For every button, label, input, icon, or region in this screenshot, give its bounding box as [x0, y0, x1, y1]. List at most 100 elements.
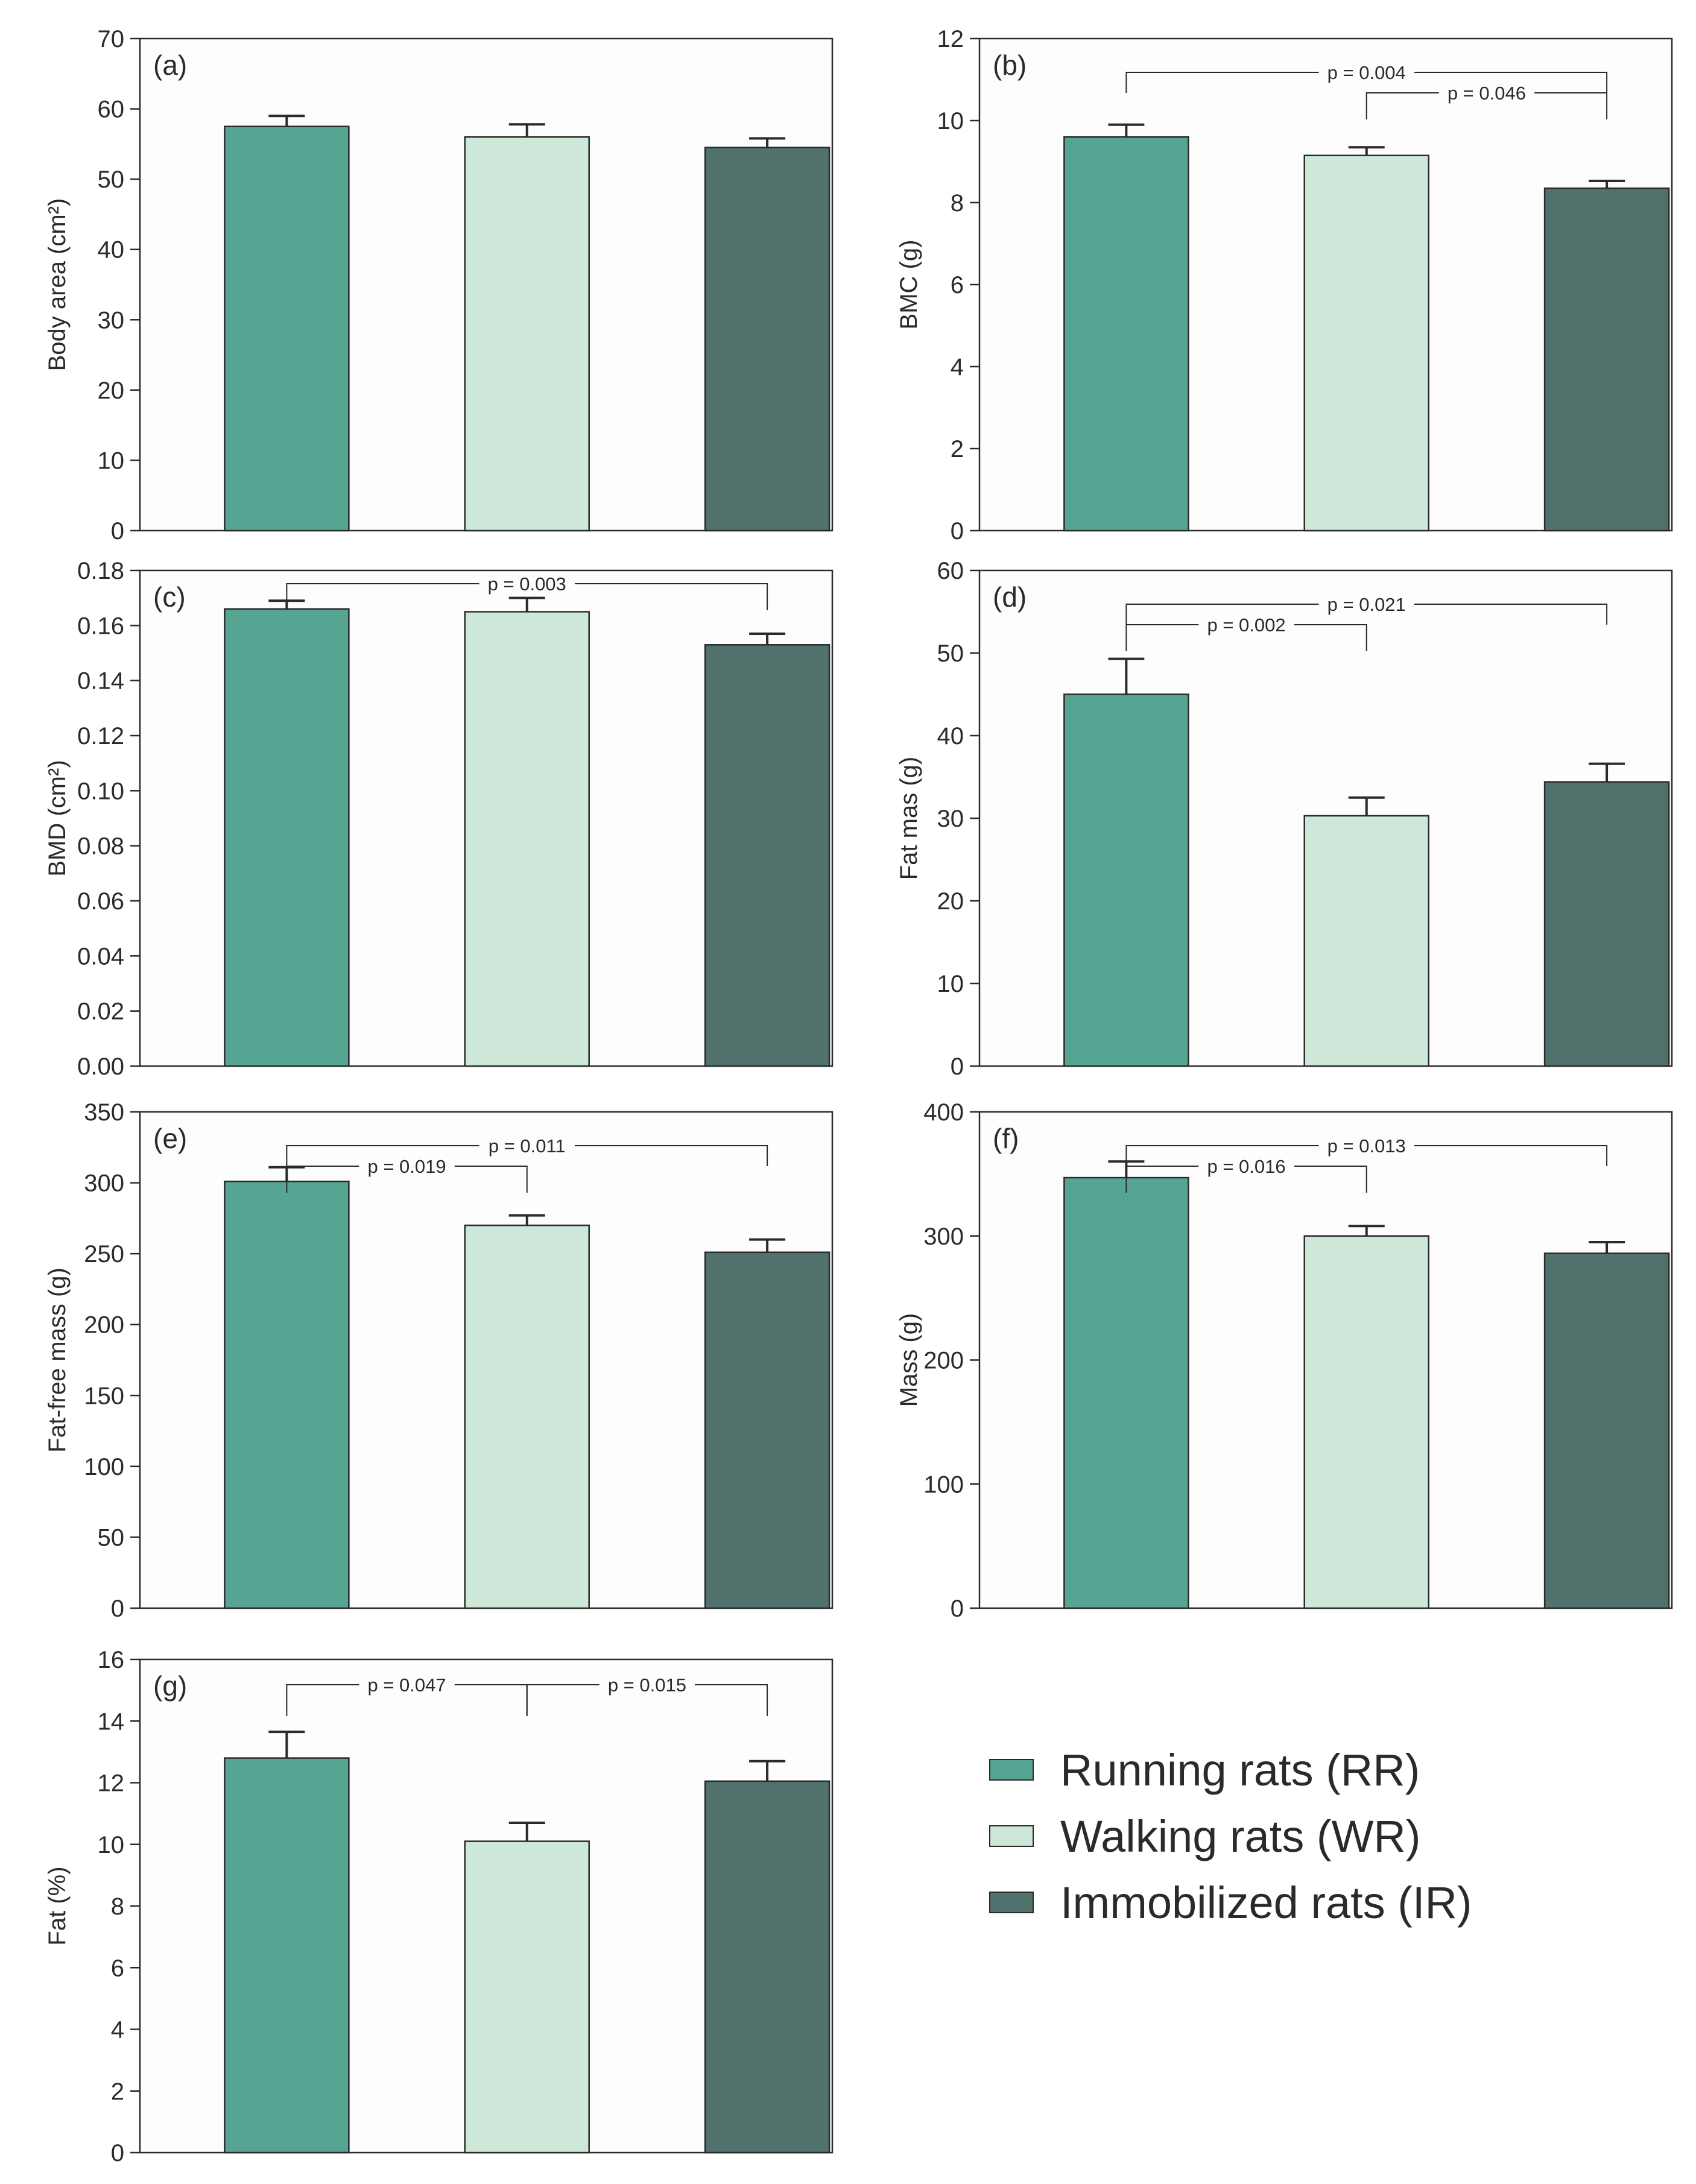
- panel-e-ytick-label: 0: [111, 1595, 124, 1622]
- panel-b-p-value: p = 0.046: [1448, 83, 1526, 104]
- panel-b-ytick-label: 6: [951, 272, 964, 298]
- panel-d-p-value: p = 0.021: [1327, 594, 1406, 615]
- panel-e-letter: (e): [153, 1123, 187, 1154]
- legend-swatch-walking: [989, 1825, 1034, 1847]
- panel-c-ytick-label: 0.12: [77, 723, 124, 750]
- panel-d-p-value: p = 0.002: [1207, 614, 1285, 636]
- panel-g-ytick-label: 4: [111, 2017, 124, 2044]
- panel-f-ytick-label: 200: [923, 1348, 964, 1374]
- panel-f-bar-rr: [1063, 1176, 1189, 1609]
- panel-g-bar-rr: [224, 1757, 350, 2154]
- panel-g: 0 2 4 6 8 10 12 14 16 Fat (%) (g) p = 0.047 p = 0.01…: [44, 1647, 834, 2167]
- panel-b-ytick-label: 8: [951, 190, 964, 216]
- panel-b-bar-wr: [1303, 154, 1429, 532]
- panel-f: 0 100 200 300 400 Mass (g) (f) p = 0.016 p = 0.0…: [896, 1099, 1673, 1622]
- panel-g-ytick-label: 10: [98, 1832, 125, 1858]
- panel-g-ytick-label: 16: [98, 1647, 125, 1673]
- panel-d-ytick-label: 20: [937, 888, 964, 915]
- panel-a-ytick-label: 70: [98, 26, 125, 52]
- legend-label-immobilized: Immobilized rats (IR): [1060, 1877, 1472, 1928]
- panel-c-ylabel: BMD (cm²): [44, 760, 71, 876]
- panel-b-ytick-label: 10: [937, 108, 964, 134]
- panel-d-bracket-label-bg: [1198, 615, 1294, 634]
- legend: Running rats (RR) Walking rats (WR) Immo…: [989, 1737, 1653, 1936]
- panel-e-ytick-label: 300: [84, 1170, 124, 1197]
- panel-e-ylabel: Fat-free mass (g): [44, 1267, 71, 1453]
- legend-swatch-immobilized: [989, 1892, 1034, 1913]
- panel-f-p-value: p = 0.016: [1207, 1156, 1285, 1177]
- panel-c-bar-wr: [464, 611, 590, 1067]
- panel-c-bar-rr: [224, 608, 350, 1067]
- panel-c-ytick-label: 0.10: [77, 778, 124, 804]
- panel-g-p-value: p = 0.015: [608, 1674, 686, 1696]
- panel-c-ytick-label: 0.16: [77, 613, 124, 639]
- panel-f-ytick-label: 100: [923, 1471, 964, 1498]
- panel-b-ytick-label: 4: [951, 354, 964, 380]
- panel-g-ytick-label: 8: [111, 1893, 124, 1920]
- panel-e-ytick-label: 50: [98, 1524, 125, 1551]
- panel-d-ytick-label: 30: [937, 806, 964, 832]
- panel-f-bar-wr: [1303, 1235, 1429, 1609]
- panel-d-bar-wr: [1303, 815, 1429, 1067]
- legend-item-running: Running rats (RR): [989, 1737, 1653, 1803]
- panel-f-bar-ir: [1543, 1252, 1670, 1609]
- panel-a-ylabel: Body area (cm²): [44, 198, 71, 371]
- panel-d-bar-rr: [1063, 693, 1189, 1067]
- panel-b-p-value: p = 0.004: [1327, 62, 1406, 83]
- panel-g-bar-wr: [464, 1840, 590, 2154]
- panel-e: 0 50 100 150 200 250 300 350 Fat-free mass (g) (e…: [44, 1099, 834, 1622]
- panel-b-bar-rr: [1063, 136, 1189, 532]
- panel-f-bracket-label-bg: [1198, 1157, 1294, 1176]
- panel-c: 0.00 0.02 0.04 0.06 0.08 0.10 0.12 0.14 0.16 0.18…: [44, 558, 834, 1080]
- panel-d-bar-ir: [1543, 781, 1670, 1067]
- panel-g-bar-ir: [704, 1780, 831, 2154]
- panel-g-ytick-label: 12: [98, 1770, 125, 1797]
- panel-e-bar-rr: [224, 1180, 350, 1609]
- panel-g-bracket-label-bg: [359, 1675, 455, 1694]
- panel-d-ytick-label: 10: [937, 971, 964, 997]
- panel-c-bar-ir: [704, 644, 831, 1067]
- panel-a-bar-wr: [464, 136, 590, 532]
- panel-c-ytick-label: 0.08: [77, 833, 124, 860]
- panel-a: 0 10 20 30 40 50 60 70 Body area (cm²) (a): [44, 26, 834, 544]
- panel-c-ytick-label: 0.02: [77, 999, 124, 1025]
- panel-d-ylabel: Fat mas (g): [896, 757, 922, 880]
- legend-item-immobilized: Immobilized rats (IR): [989, 1869, 1653, 1936]
- panel-c-ytick-label: 0.14: [77, 668, 124, 695]
- panel-f-p-value: p = 0.013: [1327, 1135, 1406, 1157]
- panel-g-bracket-label-bg: [599, 1675, 695, 1694]
- panel-b-ytick-label: 12: [937, 26, 964, 52]
- legend-swatch-running: [989, 1759, 1034, 1781]
- panel-f-ytick-label: 400: [923, 1099, 964, 1126]
- panel-a-bar-rr: [224, 125, 350, 532]
- panel-a-ytick-label: 30: [98, 307, 125, 333]
- panel-a-ytick-label: 40: [98, 237, 125, 264]
- panel-b-ytick-label: 0: [951, 518, 964, 544]
- panel-e-bracket-label-bg: [359, 1157, 455, 1176]
- panel-c-ytick-label: 0.18: [77, 558, 124, 584]
- legend-item-walking: Walking rats (WR): [989, 1803, 1653, 1869]
- panel-f-bracket-label-bg: [1318, 1136, 1414, 1155]
- panel-g-ytick-label: 6: [111, 1955, 124, 1981]
- panel-d-ytick-label: 0: [951, 1053, 964, 1080]
- panel-e-ytick-label: 200: [84, 1312, 124, 1339]
- panel-d-ytick-label: 50: [937, 640, 964, 667]
- panel-e-ytick-label: 350: [84, 1099, 124, 1126]
- panel-g-p-value: p = 0.047: [367, 1674, 446, 1696]
- panel-c-ytick-label: 0.00: [77, 1053, 124, 1080]
- panel-a-ytick-label: 0: [111, 518, 124, 544]
- panel-b: 0 2 4 6 8 10 12 BMC (g) (b) p = 0.004 p = 0.046: [896, 26, 1673, 544]
- panel-g-ytick-label: 0: [111, 2140, 124, 2167]
- panel-e-ytick-label: 100: [84, 1454, 124, 1480]
- panel-c-p-value: p = 0.003: [488, 573, 566, 595]
- panel-a-letter: (a): [153, 49, 187, 81]
- panel-e-ytick-label: 150: [84, 1383, 124, 1409]
- panel-a-ytick-label: 50: [98, 166, 125, 193]
- legend-label-running: Running rats (RR): [1060, 1744, 1420, 1795]
- panel-b-bar-ir: [1543, 187, 1670, 532]
- panel-e-bar-ir: [704, 1251, 831, 1609]
- panel-a-ytick-label: 10: [98, 447, 125, 474]
- panel-g-ylabel: Fat (%): [44, 1866, 71, 1945]
- panel-d-ytick-label: 60: [937, 558, 964, 584]
